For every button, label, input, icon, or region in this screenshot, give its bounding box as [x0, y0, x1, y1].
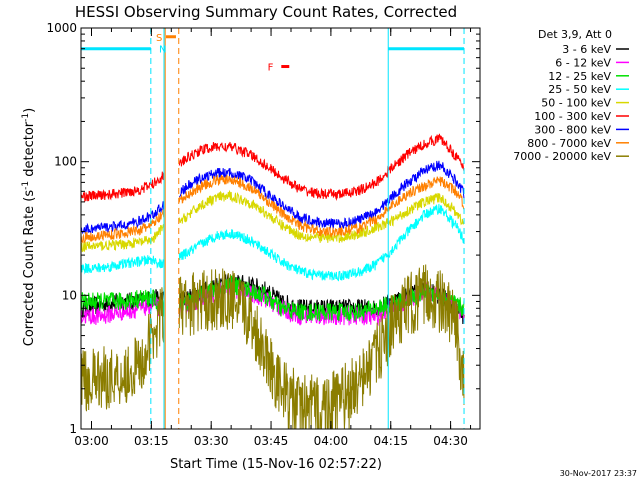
legend-entry-label: 3 - 6 keV — [562, 43, 611, 56]
x-axis-label: Start Time (15-Nov-16 02:57:22) — [170, 457, 382, 472]
legend-entry-label: 7000 - 20000 keV — [513, 150, 611, 163]
series-line — [80, 133, 465, 202]
flag-label: F — [268, 63, 274, 74]
legend-entry-label: 50 - 100 keV — [541, 97, 611, 110]
y-axis-label-superscript: -1 — [21, 113, 31, 122]
legend-title: Det 3,9, Att 0 — [538, 28, 612, 41]
series-12-25kev — [80, 275, 465, 322]
x-tick-label: 03:00 — [74, 434, 109, 448]
series-7000-20000kev — [80, 264, 465, 430]
chart-title: HESSI Observing Summary Count Rates, Cor… — [75, 3, 457, 21]
series-line — [80, 189, 465, 253]
series-layer — [80, 133, 465, 430]
x-axis: 03:00 03:15 03:30 03:45 04:00 04:15 04:30 — [74, 28, 472, 448]
x-tick-label: 04:00 — [314, 434, 349, 448]
series-line — [80, 275, 465, 322]
y-tick-label: 1000 — [46, 21, 77, 35]
y-axis-label-part: detector — [22, 121, 37, 181]
x-tick-label: 03:30 — [194, 434, 229, 448]
series-300-800kev — [80, 160, 465, 235]
flag-label: N — [159, 45, 166, 56]
legend-entry-label: 800 - 7000 keV — [527, 137, 611, 150]
series-line — [80, 174, 465, 244]
overlay-layer: SN F — [81, 28, 465, 429]
y-tick-label: 100 — [54, 155, 77, 169]
series-line — [80, 203, 465, 282]
y-axis-label-part: ) — [22, 108, 37, 113]
series-800-7000kev — [80, 174, 465, 244]
flag-label: S — [156, 33, 162, 44]
y-axis-label-part: Corrected Count Rate (s — [22, 190, 37, 347]
y-axis-label: Corrected Count Rate (s-1 detector-1) — [21, 108, 37, 346]
x-tick-label: 04:30 — [433, 434, 468, 448]
y-tick-label: 10 — [62, 288, 77, 302]
x-tick-label: 03:45 — [254, 434, 289, 448]
series-line — [80, 264, 465, 430]
series-25-50kev — [80, 203, 465, 282]
plot-area: SN F — [80, 27, 481, 430]
y-tick-label: 1 — [69, 422, 77, 436]
legend-entry-label: 6 - 12 keV — [555, 56, 611, 69]
legend-entry-label: 12 - 25 keV — [548, 70, 611, 83]
footer-timestamp: 30-Nov-2017 23:37 — [560, 469, 637, 478]
y-axis: 1 10 100 1000 — [46, 21, 480, 436]
legend-entry-label: 100 - 300 keV — [534, 110, 611, 123]
series-100-300kev — [80, 133, 465, 202]
series-line — [80, 160, 465, 235]
legend-entry-label: 300 - 800 keV — [534, 123, 611, 136]
series-50-100kev — [80, 189, 465, 253]
x-tick-label: 04:15 — [373, 434, 408, 448]
legend-entry-label: 25 - 50 keV — [548, 83, 611, 96]
x-tick-label: 03:15 — [134, 434, 169, 448]
y-axis-label-superscript: -1 — [21, 181, 31, 190]
plot-frame — [80, 27, 481, 430]
